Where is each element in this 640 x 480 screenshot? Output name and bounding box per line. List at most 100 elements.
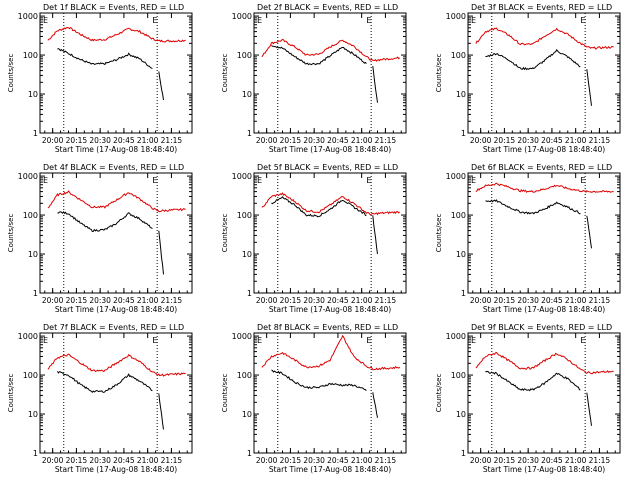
series-events-line — [485, 370, 581, 392]
y-tick-label: 1000 — [446, 12, 466, 21]
series-lld-line — [475, 27, 614, 50]
x-tick-label: 20:30 — [89, 456, 111, 465]
y-axis-label: Counts/sec — [7, 54, 15, 93]
y-tick-label: 1000 — [232, 12, 252, 21]
series-events-line — [158, 393, 164, 430]
top-marker: E — [152, 336, 157, 345]
x-tick-label: 21:15 — [589, 296, 611, 305]
y-tick-label: 1000 — [232, 332, 252, 341]
chart-title: Det 3f BLACK = Events, RED = LLD — [471, 3, 612, 12]
x-tick-label: 20:45 — [327, 136, 349, 145]
y-tick-label: 1 — [247, 289, 252, 298]
y-tick-label: 1000 — [18, 12, 38, 21]
y-axis-label: Counts/sec — [435, 374, 443, 413]
y-tick-label: 100 — [451, 51, 466, 60]
x-tick-label: 21:00 — [351, 296, 373, 305]
x-tick-label: 20:45 — [327, 456, 349, 465]
y-axis-label: Counts/sec — [7, 374, 15, 413]
chart-panel: Det 3f BLACK = Events, RED = LLD 1 10 100 10… — [435, 3, 621, 154]
y-tick-label: 100 — [23, 51, 38, 60]
series-events-line — [372, 66, 378, 103]
x-axis-label: Start Time (17-Aug-08 18:48:40) — [55, 145, 177, 154]
x-tick-label: 20:30 — [517, 456, 539, 465]
x-axis-label: Start Time (17-Aug-08 18:48:40) — [483, 465, 605, 474]
x-tick-label: 20:15 — [66, 456, 88, 465]
x-tick-label: 20:45 — [541, 456, 563, 465]
x-tick-label: 21:15 — [375, 456, 397, 465]
y-tick-label: 1 — [33, 129, 38, 138]
series-events-line — [271, 369, 367, 391]
chart-panel: Det 5f BLACK = Events, RED = LLD 1 10 100 10… — [221, 163, 407, 314]
y-tick-label: 1000 — [232, 172, 252, 181]
x-tick-label: 20:15 — [66, 296, 88, 305]
x-tick-label: 21:00 — [137, 136, 159, 145]
y-tick-label: 10 — [242, 250, 252, 259]
series-lld-line — [47, 190, 186, 213]
y-tick-label: 1000 — [18, 172, 38, 181]
x-tick-label: 20:15 — [66, 136, 88, 145]
chart-title: Det 2f BLACK = Events, RED = LLD — [257, 3, 398, 12]
series-events-line — [57, 48, 153, 70]
y-tick-label: 10 — [456, 410, 466, 419]
y-tick-label: 1 — [33, 289, 38, 298]
x-axis-label: Start Time (17-Aug-08 18:48:40) — [269, 465, 391, 474]
chart-panel: Det 4f BLACK = Events, RED = LLD 1 10 100 10… — [7, 163, 193, 314]
x-tick-label: 20:30 — [89, 136, 111, 145]
chart-panel: Det 2f BLACK = Events, RED = LLD 1 10 100 10… — [221, 3, 407, 154]
chart-panel: Det 6f BLACK = Events, RED = LLD 1 10 100 10… — [435, 163, 621, 314]
top-marker: E — [43, 336, 48, 345]
x-tick-label: 21:15 — [589, 456, 611, 465]
top-marker: E — [471, 336, 476, 345]
x-tick-label: 20:15 — [494, 456, 516, 465]
top-marker: E — [366, 336, 371, 345]
x-tick-label: 20:45 — [113, 456, 135, 465]
x-tick-label: 20:30 — [89, 296, 111, 305]
y-tick-label: 10 — [456, 90, 466, 99]
series-events-line — [271, 196, 367, 218]
chart-panel: Det 9f BLACK = Events, RED = LLD 1 10 100 10… — [435, 323, 621, 474]
y-tick-label: 100 — [451, 371, 466, 380]
y-tick-label: 1 — [247, 129, 252, 138]
chart-title: Det 7f BLACK = Events, RED = LLD — [43, 323, 184, 332]
chart-panel: Det 8f BLACK = Events, RED = LLD 1 10 100 10… — [221, 323, 407, 474]
series-lld-line — [47, 353, 186, 377]
x-tick-label: 20:30 — [303, 456, 325, 465]
y-tick-label: 100 — [237, 371, 252, 380]
x-tick-label: 21:15 — [161, 136, 183, 145]
y-axis-label: Counts/sec — [221, 374, 229, 413]
series-events-line — [586, 215, 592, 249]
top-marker: E — [43, 16, 48, 25]
y-axis-label: Counts/sec — [221, 214, 229, 253]
x-axis-label: Start Time (17-Aug-08 18:48:40) — [269, 305, 391, 314]
y-axis-label: Counts/sec — [7, 214, 15, 253]
top-marker: E — [366, 176, 371, 185]
y-tick-label: 100 — [237, 51, 252, 60]
top-marker: E — [257, 176, 262, 185]
x-tick-label: 20:00 — [42, 136, 64, 145]
x-axis-label: Start Time (17-Aug-08 18:48:40) — [269, 145, 391, 154]
x-tick-label: 21:00 — [565, 456, 587, 465]
y-tick-label: 10 — [242, 410, 252, 419]
y-axis-label: Counts/sec — [221, 54, 229, 93]
top-marker: E — [580, 176, 585, 185]
x-tick-label: 20:30 — [303, 136, 325, 145]
y-tick-label: 1 — [33, 449, 38, 458]
series-lld-line — [261, 38, 401, 62]
x-tick-label: 20:00 — [42, 296, 64, 305]
top-marker: E — [580, 16, 585, 25]
chart-title: Det 4f BLACK = Events, RED = LLD — [43, 163, 184, 172]
top-marker: E — [152, 176, 157, 185]
y-axis-label: Counts/sec — [435, 54, 443, 93]
series-lld-line — [261, 192, 401, 216]
series-events-line — [485, 199, 581, 215]
x-tick-label: 21:00 — [565, 296, 587, 305]
y-tick-label: 100 — [23, 211, 38, 220]
series-events-line — [56, 371, 153, 394]
x-tick-label: 20:00 — [256, 296, 278, 305]
x-tick-label: 21:15 — [161, 456, 183, 465]
series-events-line — [586, 69, 592, 106]
x-axis-label: Start Time (17-Aug-08 18:48:40) — [483, 305, 605, 314]
x-tick-label: 21:15 — [161, 296, 183, 305]
series-lld-line — [261, 334, 401, 371]
